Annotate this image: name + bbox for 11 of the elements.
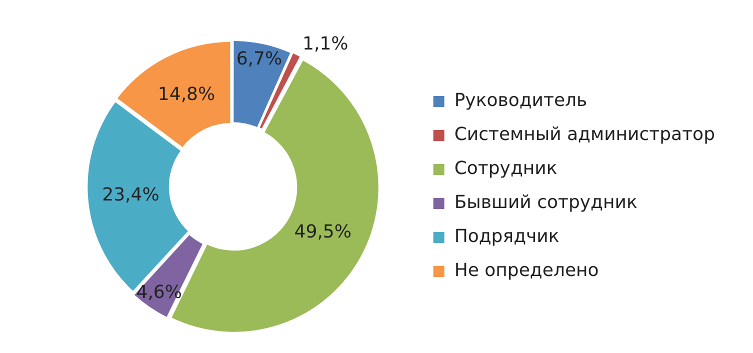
data-label: 1,1% [302, 34, 348, 55]
legend-label: Сотрудник [454, 158, 558, 180]
data-label: 23,4% [102, 184, 160, 206]
legend-label: Не определено [454, 260, 599, 282]
data-label: 14,8% [158, 84, 216, 106]
data-label: 49,5% [294, 222, 352, 243]
legend-label: Бывший сотрудник [454, 192, 638, 214]
legend-label: Руководитель [454, 90, 588, 112]
legend-label: Подрядчик [454, 226, 560, 248]
data-label: 6,7% [236, 48, 282, 70]
legend-label: Системный администратор [454, 124, 716, 146]
